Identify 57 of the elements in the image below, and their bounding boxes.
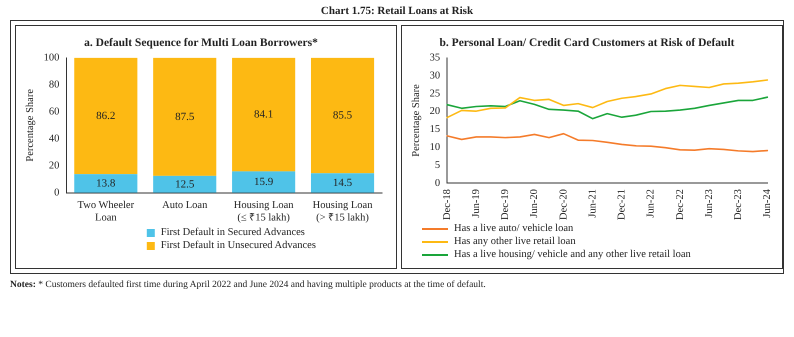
chart-title: a. Default Sequence for Multi Loan Borrowers* [84, 36, 318, 49]
legend-label: First Default in Secured Advances [160, 226, 305, 239]
y-tick-label: 0 [434, 178, 440, 189]
y-tick-label: 35 [430, 52, 440, 64]
data-label: 14.5 [332, 176, 353, 189]
y-tick-label: 20 [48, 160, 60, 172]
x-tick-label: Jun-24 [762, 188, 774, 218]
x-tick-label: Jun-19 [470, 189, 482, 218]
bar [74, 58, 138, 174]
text: Notes: * Customers defaulted first time during April 2022 and June 2024 and having multiple products at the time of default. [10, 280, 487, 290]
chart-title: b. Personal Loan/ Credit Card Customers at Risk of Default [440, 36, 735, 49]
data-label: 13.8 [96, 177, 116, 190]
y-axis-title: Percentage Share [411, 84, 422, 157]
y-tick-label: 60 [48, 106, 60, 118]
y-tick-label: 30 [430, 70, 440, 82]
y-tick-label: 25 [430, 88, 440, 100]
data-label: 84.1 [254, 108, 274, 120]
legend-label: Has a live housing/ vehicle and any other live retail loan [454, 248, 691, 261]
data-label: 86.2 [96, 110, 116, 122]
y-tick-label: 5 [434, 160, 440, 171]
y-tick-label: 0 [54, 188, 60, 199]
x-tick-label: Dec-20 [558, 189, 570, 220]
y-tick-label: 10 [430, 142, 440, 154]
data-label: 87.5 [175, 110, 195, 123]
data-label: 85.5 [332, 109, 353, 122]
x-tick-label: Dec-21 [616, 189, 628, 220]
bar [153, 176, 216, 193]
legend-label: Has a live auto/ vehicle loan [454, 222, 574, 235]
legend-label: Has any other live retail loan [454, 235, 576, 248]
bar [310, 58, 374, 174]
y-tick-label: 80 [48, 80, 60, 91]
bar [74, 174, 138, 193]
bar [153, 58, 216, 176]
x-tick-label: Dec-18 [442, 189, 453, 220]
x-tick-label: Housing Loan (> ₹15 lakh) [312, 200, 374, 224]
y-tick-label: 15 [430, 124, 440, 136]
caption: Chart 1.75: Retail Loans at Risk [320, 4, 474, 19]
y-axis-title: Percentage Share [25, 88, 36, 162]
legend-label: First Default in Unsecured Advances [160, 239, 316, 252]
y-tick-label: 100 [44, 52, 60, 64]
x-tick-label: Auto Loan [162, 200, 208, 211]
x-tick-label: Dec-19 [500, 189, 512, 220]
x-tick-label: Dec-22 [674, 189, 686, 220]
bar [232, 171, 296, 193]
bar [232, 58, 296, 172]
x-tick-label: Jun-23 [704, 189, 715, 218]
x-tick-label: Jun-21 [587, 189, 598, 218]
y-tick-label: 40 [48, 134, 60, 145]
x-tick-label: Dec-23 [733, 189, 744, 220]
x-tick-label: Housing Loan (≤ ₹15 lakh) [234, 200, 294, 224]
x-tick-label: Jun-20 [529, 189, 540, 218]
y-tick-label: 20 [430, 106, 440, 118]
bar [310, 173, 374, 193]
x-tick-label: Two Wheeler Loan [78, 200, 135, 224]
x-tick-label: Jun-22 [646, 189, 657, 218]
data-label: 12.5 [175, 178, 195, 190]
data-label: 15.9 [254, 176, 274, 188]
